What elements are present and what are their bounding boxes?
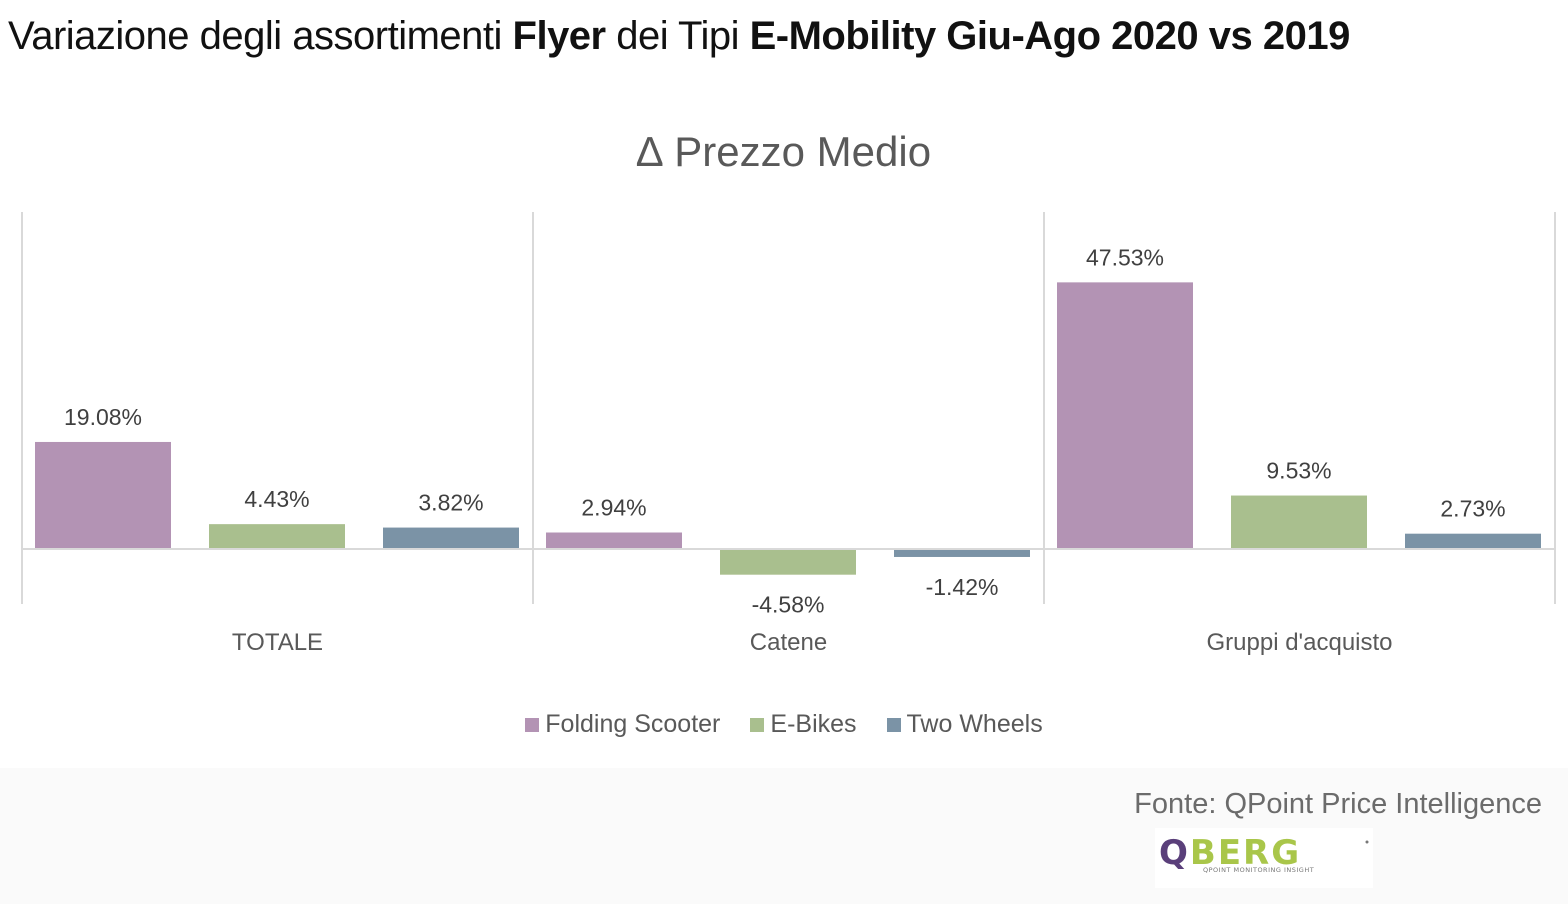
title-part-bold: Flyer [512, 14, 607, 58]
bar [546, 532, 682, 549]
qberg-logo: QBERG QPOINT MONITORING INSIGHT [1155, 828, 1373, 888]
bar [894, 549, 1030, 557]
bar [1057, 282, 1193, 549]
legend-item: Folding Scooter [525, 710, 720, 739]
title-part: Variazione degli assortimenti [8, 14, 513, 58]
legend-label: E-Bikes [770, 710, 857, 738]
title-part-bold: E-Mobility Giu-Ago 2020 vs 2019 [749, 14, 1351, 58]
title-part: dei Tipi [605, 14, 750, 58]
legend-label: Two Wheels [906, 710, 1043, 738]
chart-legend: Folding Scooter E-Bikes Two Wheels [0, 710, 1568, 739]
legend-swatch [886, 717, 901, 732]
data-label: 19.08% [64, 404, 142, 430]
bar [1231, 495, 1367, 549]
category-label: TOTALE [232, 629, 323, 656]
chart-panel: ∆ Prezzo Medio 19.08% 4.43% 3.82% TOTALE 2.9… [0, 104, 1568, 768]
data-label: 3.82% [418, 490, 483, 516]
data-label: 4.43% [244, 486, 309, 512]
chart-title: ∆ Prezzo Medio [636, 128, 932, 175]
data-label: 2.73% [1440, 496, 1505, 522]
page-title: Variazione degli assortimenti Flyer dei … [8, 14, 1350, 59]
legend-swatch [525, 717, 540, 732]
legend-swatch [750, 717, 765, 732]
data-label: 47.53% [1086, 244, 1164, 270]
data-label: -4.58% [752, 592, 825, 618]
data-label: 2.94% [581, 495, 646, 521]
logo-tagline: QPOINT MONITORING INSIGHT [1203, 866, 1314, 874]
category-label: Catene [750, 629, 827, 656]
legend-item: Two Wheels [886, 710, 1043, 739]
data-label: 9.53% [1266, 458, 1331, 484]
bar [383, 527, 519, 549]
bar-chart: 19.08% 4.43% 3.82% TOTALE 2.94% -4.58% -1.42% C… [21, 212, 1556, 656]
bar [209, 524, 345, 549]
bar [1405, 533, 1541, 549]
bar [35, 441, 171, 549]
legend-label: Folding Scooter [545, 710, 721, 738]
legend-item: E-Bikes [750, 710, 857, 739]
source-note: Fonte: QPoint Price Intelligence [1134, 788, 1542, 820]
category-label: Gruppi d'acquisto [1206, 629, 1392, 656]
data-label: -1.42% [926, 574, 999, 600]
header: Variazione degli assortimenti Flyer dei … [0, 0, 1568, 104]
bar [720, 549, 856, 575]
logo-wordmark: QBERG [1159, 833, 1301, 873]
